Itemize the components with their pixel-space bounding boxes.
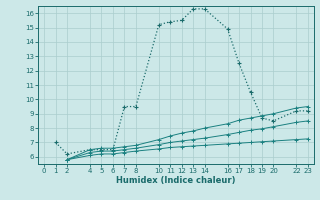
X-axis label: Humidex (Indice chaleur): Humidex (Indice chaleur) (116, 176, 236, 185)
